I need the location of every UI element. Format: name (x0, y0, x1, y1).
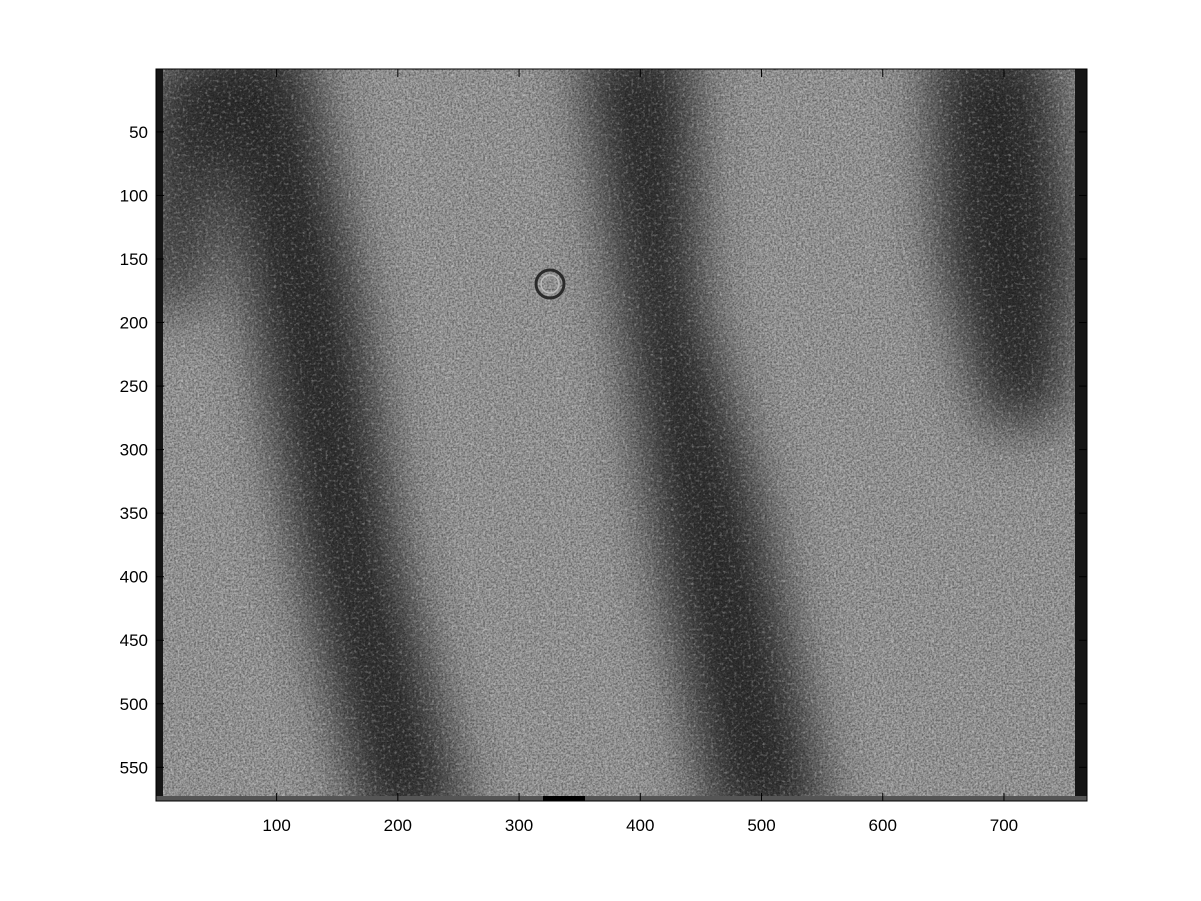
particle-ring (534, 268, 566, 300)
y-tick-label: 100 (120, 186, 148, 205)
left-edge-strip (156, 69, 163, 801)
y-tick-label: 400 (120, 568, 148, 587)
bottom-edge-strip (156, 796, 1087, 801)
y-tick-label: 450 (120, 631, 148, 650)
x-tick-label: 400 (626, 816, 654, 835)
x-tick-label: 700 (990, 816, 1018, 835)
y-tick-label: 350 (120, 504, 148, 523)
bottom-black-mark (543, 796, 585, 801)
image-area (156, 69, 1087, 801)
y-axis: 50 100 150 200 250 300 350 400 450 500 550 (120, 123, 1087, 777)
speckle-light (156, 69, 1087, 801)
x-tick-label: 600 (869, 816, 897, 835)
y-tick-label: 150 (120, 250, 148, 269)
y-tick-label: 550 (120, 758, 148, 777)
particle-ring-inner (540, 274, 560, 294)
y-tick-label: 200 (120, 314, 148, 333)
x-tick-label: 200 (384, 816, 412, 835)
x-tick-label: 500 (747, 816, 775, 835)
x-tick-label: 100 (262, 816, 290, 835)
y-tick-label: 50 (129, 123, 148, 142)
y-tick-label: 300 (120, 441, 148, 460)
right-edge-strip (1075, 69, 1087, 801)
x-tick-label: 300 (505, 816, 533, 835)
x-axis: 100 200 300 400 500 600 700 (262, 69, 1018, 835)
y-tick-label: 250 (120, 377, 148, 396)
y-tick-label: 500 (120, 695, 148, 714)
axes-box (155, 68, 1088, 802)
